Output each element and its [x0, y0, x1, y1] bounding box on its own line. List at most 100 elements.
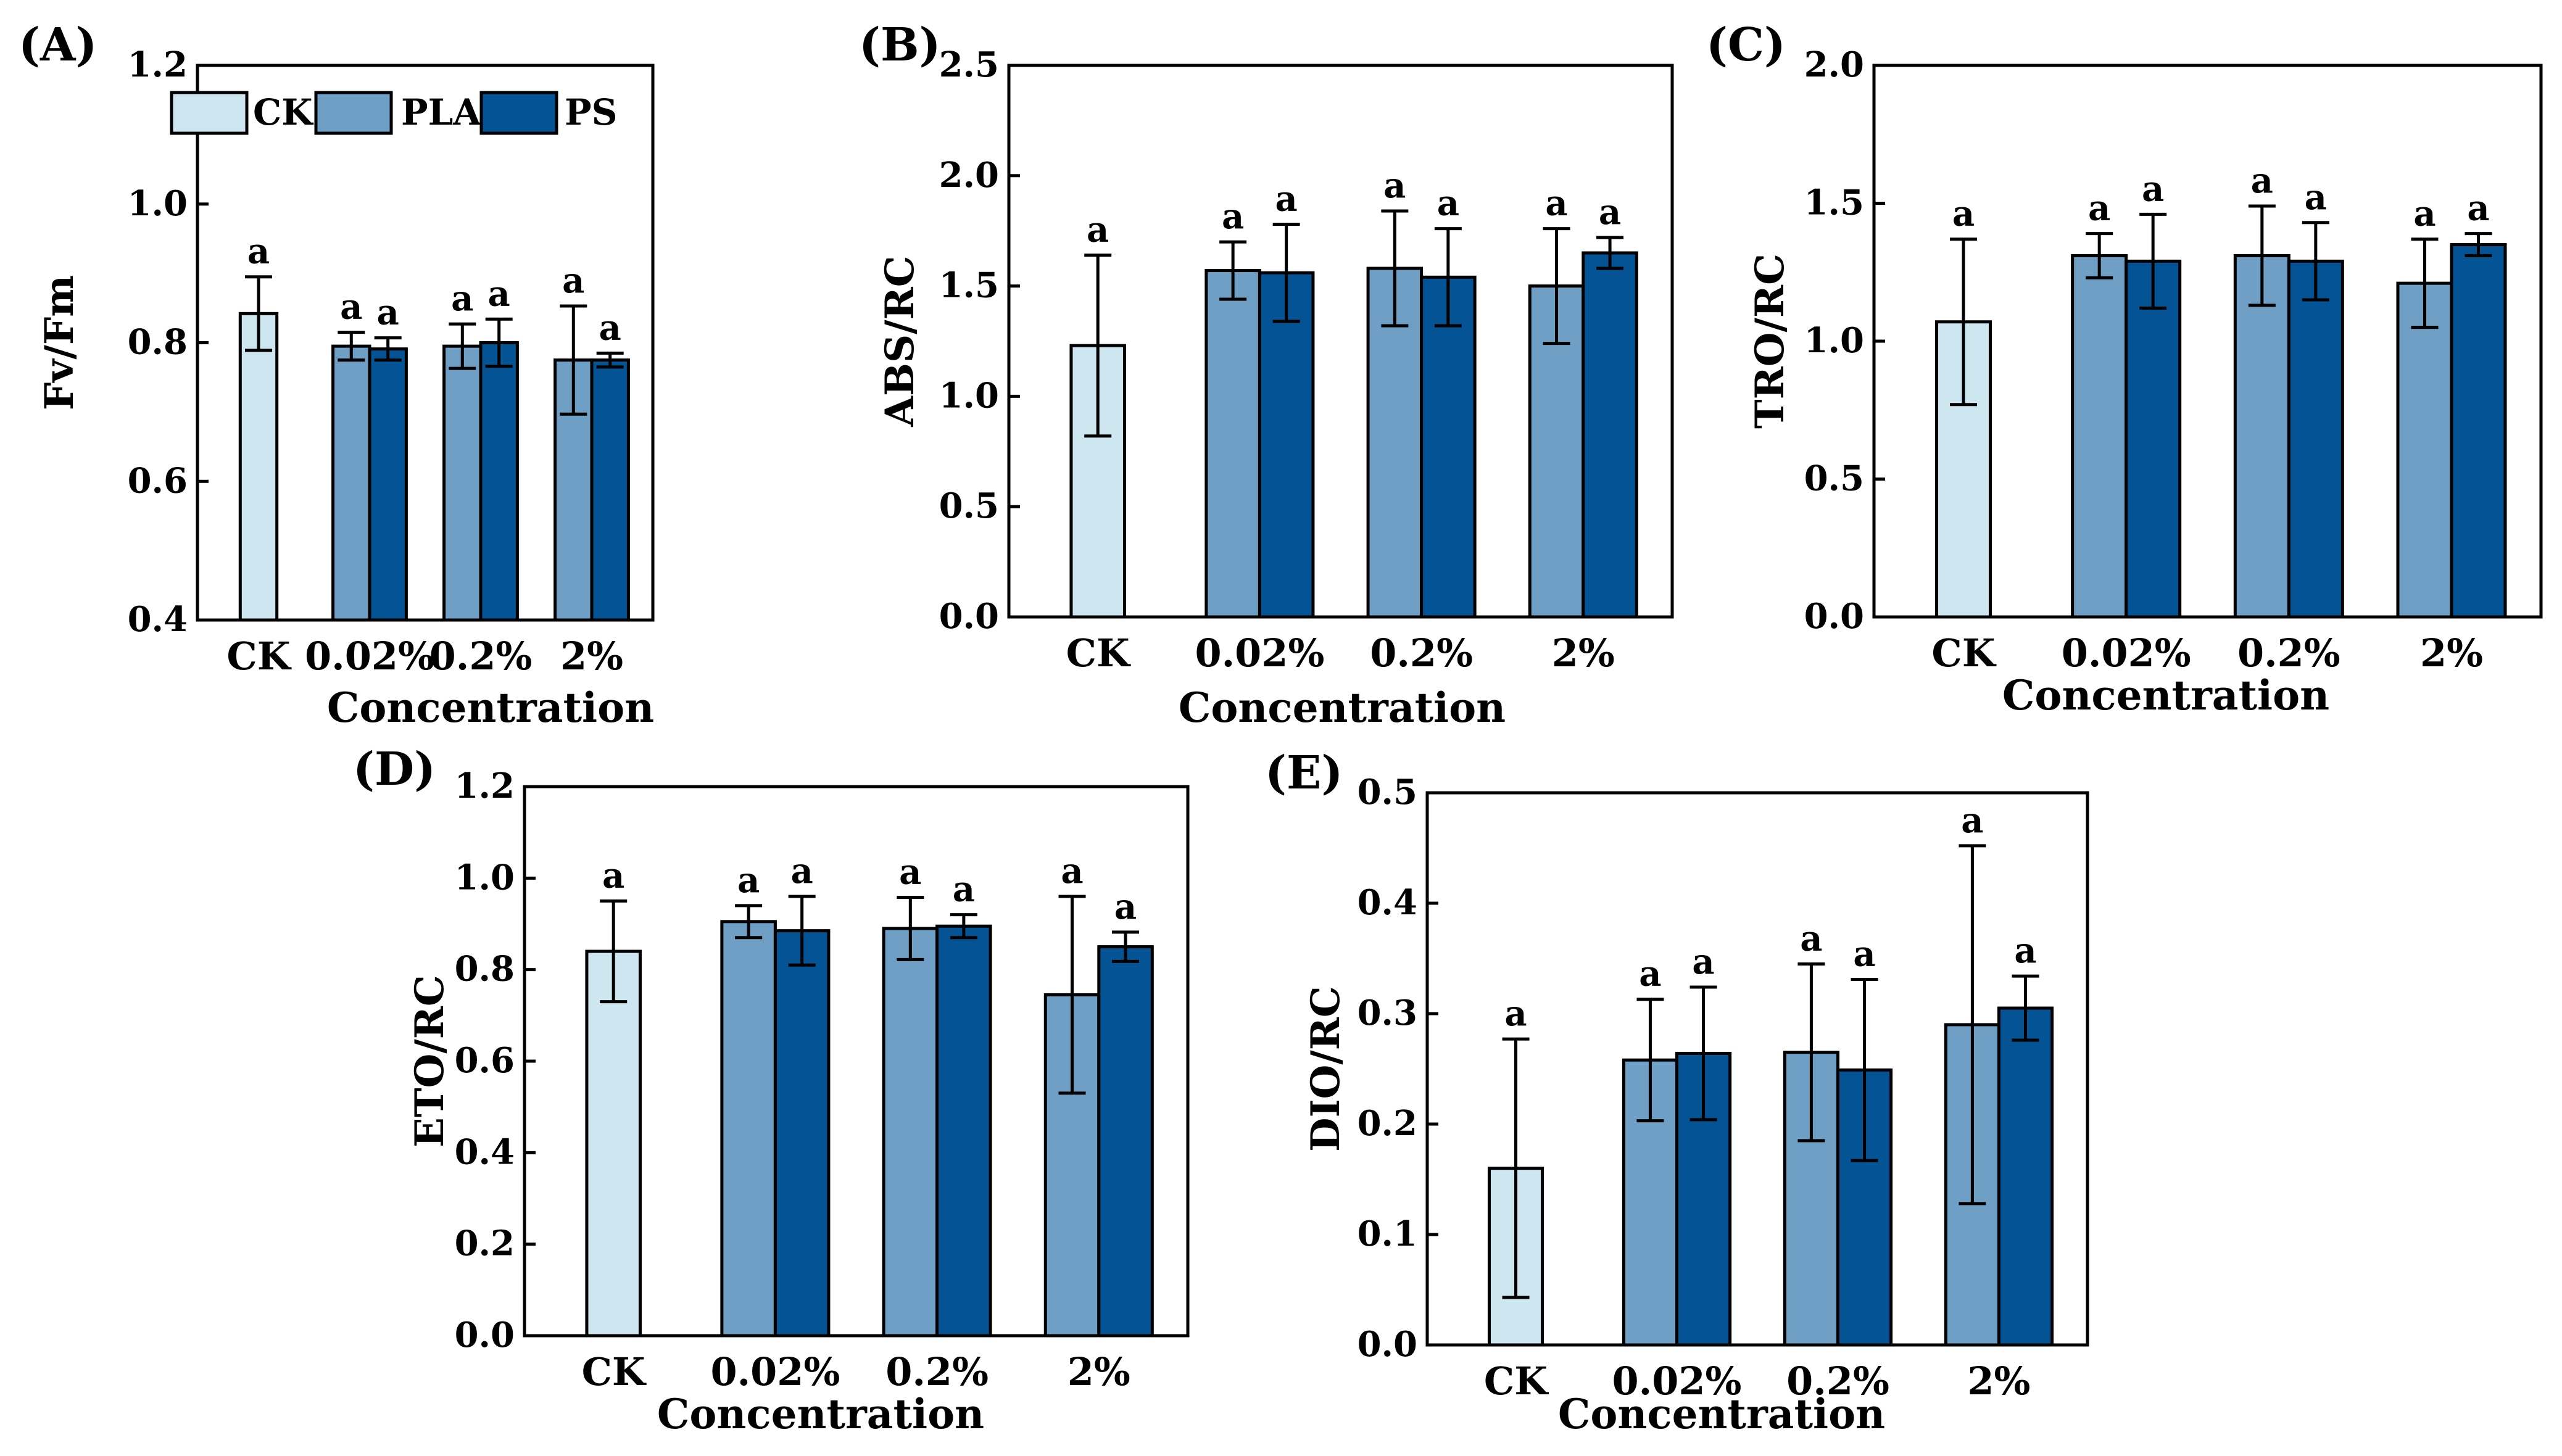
- x-tick-label: CK: [1066, 631, 1131, 676]
- significance-letter: a: [953, 869, 975, 910]
- y-tick-label: 2.0: [939, 155, 999, 196]
- y-axis-title: DIO/RC: [1303, 986, 1349, 1152]
- y-tick-label: 0.6: [455, 1040, 515, 1081]
- significance-letter: a: [1800, 918, 1822, 959]
- bar-ps: [1097, 945, 1154, 1338]
- significance-letter: a: [1087, 210, 1109, 250]
- significance-letter: a: [247, 231, 270, 272]
- panel-label: (B): [859, 19, 941, 72]
- x-tick-label: 0.2%: [1370, 631, 1473, 676]
- bar-ps: [1582, 251, 1638, 619]
- y-tick-label: 0.6: [128, 460, 188, 501]
- y-tick-label: 1.5: [939, 265, 999, 306]
- x-tick-label: 0.02%: [1612, 1359, 1742, 1404]
- significance-letter: a: [1437, 183, 1459, 224]
- y-tick-label: 0.0: [455, 1315, 515, 1355]
- legend-swatch-ck: [170, 91, 249, 135]
- bar-pla: [442, 344, 483, 622]
- x-tick-label: 0.02%: [1195, 631, 1324, 676]
- bar-pla: [1204, 269, 1261, 619]
- error-bar: [1381, 209, 1409, 328]
- y-tick-label: 0.5: [1804, 458, 1864, 499]
- x-tick-label: CK: [1931, 631, 1996, 676]
- x-tick-label: 0.2%: [1786, 1359, 1889, 1404]
- bar-pla: [2396, 281, 2453, 619]
- significance-letter: a: [1961, 800, 1983, 841]
- y-axis-title: TRO/RC: [1747, 254, 1793, 429]
- bar-ck: [1935, 320, 1992, 619]
- significance-letter: a: [2413, 194, 2436, 234]
- x-tick-label: CK: [1484, 1359, 1549, 1404]
- error-bar: [1058, 895, 1086, 1095]
- error-bar: [1636, 998, 1664, 1123]
- significance-letter: a: [1275, 178, 1298, 219]
- bar-ps: [773, 929, 831, 1338]
- panel-label: (D): [353, 743, 436, 796]
- panel-e: 0.00.10.20.30.40.5CK 0.02% 0.2% 2%aa aa aaaCo…: [1265, 747, 2089, 1438]
- bar-ps: [590, 358, 630, 622]
- x-axis-title: Concentration: [1179, 684, 1506, 732]
- significance-letter: a: [488, 273, 510, 314]
- significance-letter: a: [451, 278, 473, 319]
- x-tick-label: 0.2%: [885, 1349, 989, 1394]
- bar-pla: [720, 920, 777, 1338]
- error-bar: [600, 899, 628, 1004]
- error-bar: [735, 904, 763, 940]
- bar-ps: [935, 924, 992, 1338]
- bar-ps: [368, 347, 408, 622]
- error-bar: [596, 351, 624, 369]
- significance-letter: a: [791, 851, 813, 891]
- significance-letter: a: [1853, 934, 1875, 975]
- x-tick-label: 2%: [2420, 631, 2483, 676]
- panel-label: (E): [1265, 747, 1343, 800]
- panel-c: 0.00.51.01.52.0CK 0.02% 0.2% 2%a a a a a a aConce…: [1706, 19, 2543, 719]
- x-tick-label: 2%: [1967, 1359, 2030, 1404]
- significance-letter: a: [2014, 930, 2036, 971]
- y-tick-label: 1.2: [128, 44, 188, 85]
- significance-letter: a: [377, 292, 399, 333]
- significance-letter: a: [2251, 160, 2273, 201]
- y-tick-label: 0.2: [455, 1223, 515, 1264]
- error-bar: [1959, 844, 1986, 1206]
- error-bar: [245, 275, 272, 352]
- significance-letter: a: [1504, 993, 1527, 1034]
- bar-ck: [238, 312, 279, 622]
- error-bar: [1851, 978, 1878, 1162]
- error-bar: [560, 304, 587, 416]
- error-bar: [1950, 238, 1978, 407]
- y-tick-label: 0.0: [1358, 1324, 1417, 1365]
- x-tick-label: 0.02%: [2062, 631, 2191, 676]
- error-bar: [897, 895, 924, 961]
- y-tick-label: 1.0: [1804, 320, 1864, 361]
- significance-letter: a: [1061, 851, 1083, 891]
- error-bar: [1084, 254, 1112, 438]
- error-bar: [374, 336, 402, 362]
- x-axis-title: Concentration: [327, 684, 654, 732]
- y-tick-label: 0.0: [1804, 596, 1864, 637]
- y-tick-label: 1.2: [455, 766, 515, 806]
- y-tick-label: 2.5: [939, 44, 999, 85]
- x-tick-label: 0.02%: [710, 1349, 840, 1394]
- significance-letter: a: [2142, 168, 2164, 209]
- significance-letter: a: [562, 260, 584, 301]
- x-tick-label: 2%: [1552, 631, 1615, 676]
- error-bar: [1272, 222, 1300, 323]
- x-axis-title: Concentration: [2002, 671, 2329, 719]
- panel-b: 0.00.51.01.52.02.5CK 0.02% 0.2% 2%a a a a a a aCo…: [859, 19, 1674, 732]
- y-tick-label: 2.0: [1804, 44, 1864, 85]
- y-tick-label: 0.8: [455, 949, 515, 990]
- bar-pla: [882, 927, 939, 1338]
- y-tick-label: 0.5: [1358, 772, 1417, 813]
- error-bar: [1502, 1037, 1530, 1299]
- panel-label: (A): [19, 19, 97, 72]
- error-bar: [2248, 204, 2276, 307]
- x-axis-title: Concentration: [1558, 1390, 1885, 1438]
- error-bar: [338, 331, 365, 362]
- bar-pla: [2071, 254, 2128, 619]
- bar-ps: [1258, 271, 1315, 619]
- legend-swatch-ps: [479, 91, 558, 135]
- significance-letter: a: [1545, 183, 1567, 224]
- bar-ps: [2450, 243, 2507, 619]
- y-tick-label: 0.0: [939, 596, 999, 637]
